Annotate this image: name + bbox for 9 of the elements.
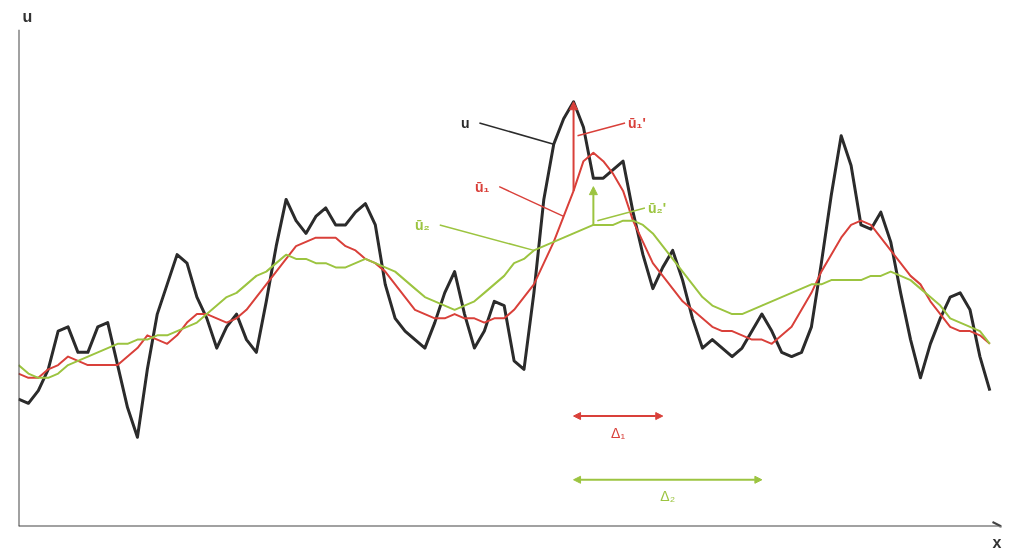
annotation: ū₂' [647,199,666,216]
text: ū₂ [415,216,430,233]
annotation: Δ₂ [660,488,676,505]
x-axis-title: x [992,533,1002,551]
y-axis-title: u [22,7,33,25]
text: ū₁ [474,178,490,195]
text: u [460,114,470,131]
annotation: ū₁' [628,114,646,131]
annotation: Δ₁ [611,424,626,441]
